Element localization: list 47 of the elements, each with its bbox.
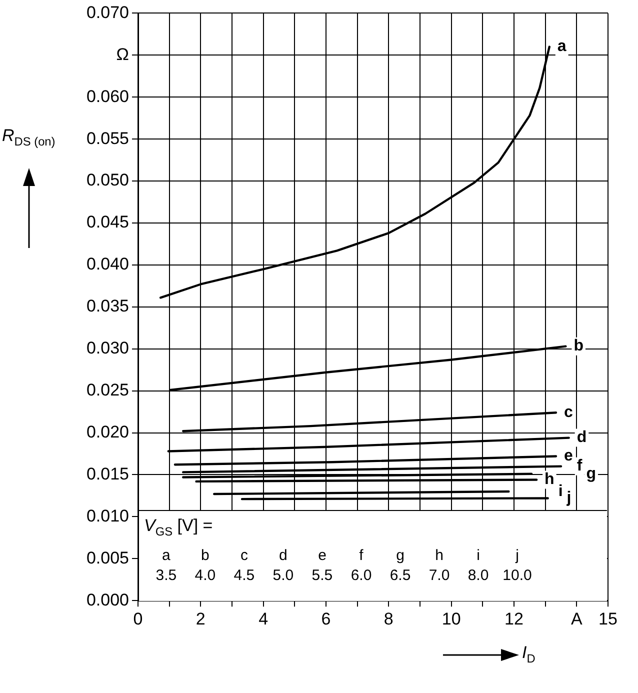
series-label: h — [544, 471, 554, 488]
y-tick-label: 0.005 — [86, 548, 129, 568]
y-tick-label: 0.070 — [86, 2, 129, 22]
x-tick-label: 8 — [384, 609, 394, 628]
y-tick-label: 0.060 — [86, 86, 129, 106]
y-tick-label: 0.010 — [86, 506, 129, 526]
series-label: b — [574, 338, 584, 355]
series-label: j — [566, 490, 572, 507]
series-label: d — [576, 429, 587, 446]
x-axis-title: I$_{D}$ — [522, 642, 536, 665]
annotation: i 8.0 — [466, 546, 490, 586]
text: g — [586, 465, 596, 482]
x-tick-label: 10 — [442, 609, 461, 628]
annotation: b 4.0 — [194, 546, 217, 586]
annotation: f 6.0 — [350, 546, 373, 586]
annotation: a 3.5 — [154, 546, 178, 586]
annotation: d 5.0 — [272, 546, 295, 586]
y-tick-label: 0.000 — [86, 590, 129, 610]
annotation: j 10.0 — [502, 546, 533, 586]
annotation: h 7.0 — [428, 546, 451, 586]
series-label: f — [576, 458, 583, 475]
y-tick-label: 0.020 — [86, 422, 129, 442]
y-tick-label: 0.025 — [86, 380, 129, 400]
x-tick-label: A — [570, 609, 583, 628]
y-axis-title: R$_{DS (on)}$ — [2, 126, 56, 148]
x-tick-label: 4 — [258, 609, 268, 628]
annotation: g 6.5 — [388, 546, 412, 586]
y-tick-label: 0.040 — [86, 254, 129, 274]
x-tick-label: 6 — [321, 609, 331, 628]
y-tick-label: 0.015 — [86, 464, 129, 484]
y-tick-label: 0.050 — [86, 170, 129, 190]
text: i — [558, 482, 563, 500]
y-tick-label: 0.045 — [86, 212, 129, 232]
x-tick-label: 15 — [598, 609, 618, 628]
x-tick-label: 12 — [504, 609, 524, 628]
x-tick-label: 0 — [133, 609, 143, 628]
x-tick-label: 2 — [196, 609, 206, 628]
annotation: V$_{GS}$ [V] = — [144, 516, 213, 540]
y-tick-label: 0.035 — [86, 296, 129, 316]
series-label: c — [564, 404, 573, 422]
y-tick-label: 0.030 — [86, 338, 129, 358]
series-label: e — [564, 448, 573, 465]
y-tick-label: 0.055 — [86, 128, 129, 148]
y-tick-label: Ω — [116, 44, 129, 64]
series-label: a — [557, 38, 566, 56]
annotation: c 4.5 — [232, 546, 256, 586]
annotation: e 5.5 — [310, 546, 334, 586]
